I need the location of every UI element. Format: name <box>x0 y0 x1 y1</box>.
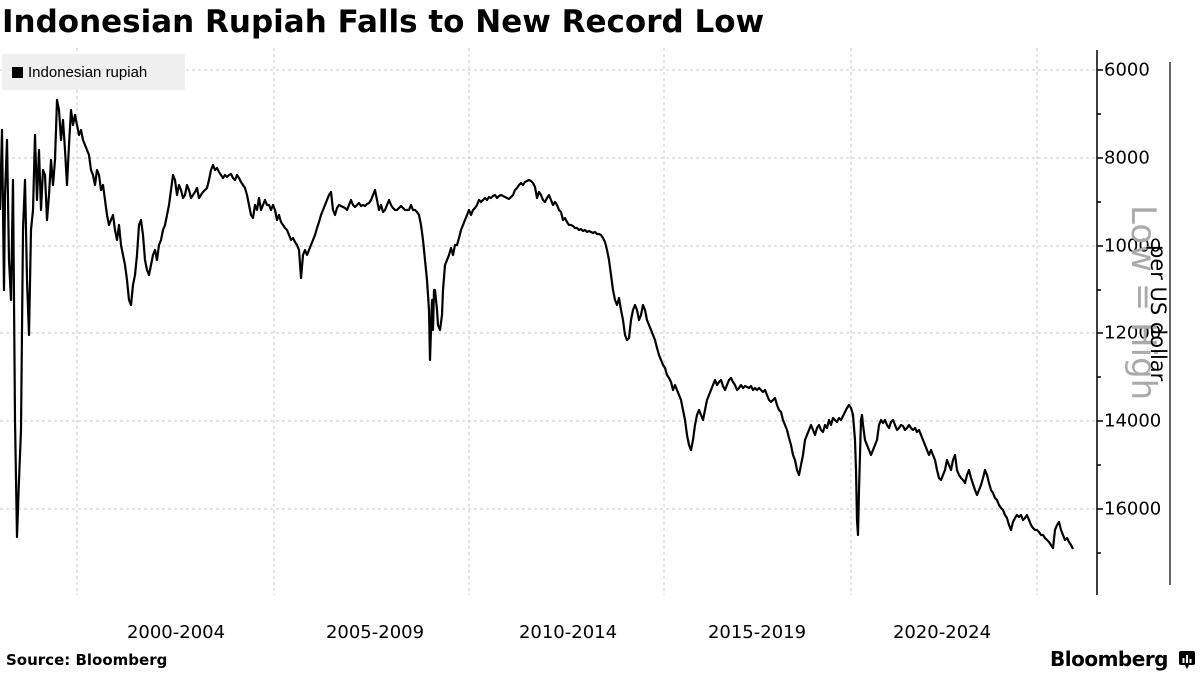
y-tick: 16000 <box>1104 498 1162 520</box>
legend-label: Indonesian rupiah <box>28 63 148 81</box>
y-axis <box>1096 50 1171 595</box>
legend-swatch <box>12 66 23 78</box>
chart-title: Indonesian Rupiah Falls to New Record Lo… <box>2 4 765 40</box>
y-axis-label: per US dollar <box>1146 245 1170 382</box>
legend: Indonesian rupiah <box>2 54 185 90</box>
x-tick: 2020-2024 <box>892 622 992 643</box>
bloomberg-chart-icon <box>1179 651 1195 669</box>
y-tick: 12000 <box>1104 322 1162 344</box>
gridlines <box>0 48 1097 595</box>
rupiah-line <box>0 98 1074 550</box>
source-note: Source: Bloomberg <box>6 651 168 669</box>
y-tick: 8000 <box>1104 147 1150 169</box>
y-tick: 14000 <box>1104 410 1162 432</box>
brand-logo-text: Bloomberg <box>1050 647 1168 671</box>
x-tick: 2000-2004 <box>126 622 226 643</box>
y-tick: 10000 <box>1104 235 1162 257</box>
x-tick: 2010-2014 <box>518 622 618 643</box>
x-tick: 2005-2009 <box>325 622 425 643</box>
x-tick: 2015-2019 <box>707 622 807 643</box>
y-tick: 6000 <box>1104 59 1150 81</box>
